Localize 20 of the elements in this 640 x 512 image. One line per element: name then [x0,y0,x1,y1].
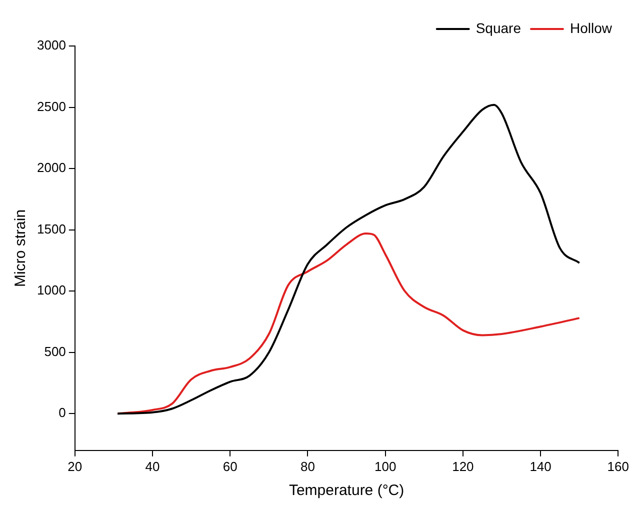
x-tick-label: 160 [607,458,630,474]
x-tick-label: 100 [374,458,396,474]
x-tick-label: 140 [530,458,552,474]
line-series [116,104,580,415]
y-tick-label: 1500 [37,221,66,236]
x-tick-label: 80 [300,458,315,474]
x-tick-label: 60 [222,458,238,474]
x-axis-title: Temperature (°C) [288,482,404,500]
legend-label: Square [476,20,522,36]
y-axis-title: Micro strain [12,209,30,287]
x-tick-label: 40 [145,458,160,474]
x-tick-label: 120 [452,458,474,474]
y-tick-label: 1000 [37,282,66,298]
y-tick-label: 500 [44,344,66,359]
y-tick-label: 0 [58,405,66,420]
y-tick-label: 2000 [37,160,66,176]
x-tick-label: 20 [68,458,82,474]
y-tick-label: 3000 [37,38,66,53]
legend-label: Hollow [570,20,613,36]
y-tick-label: 2500 [37,98,66,114]
